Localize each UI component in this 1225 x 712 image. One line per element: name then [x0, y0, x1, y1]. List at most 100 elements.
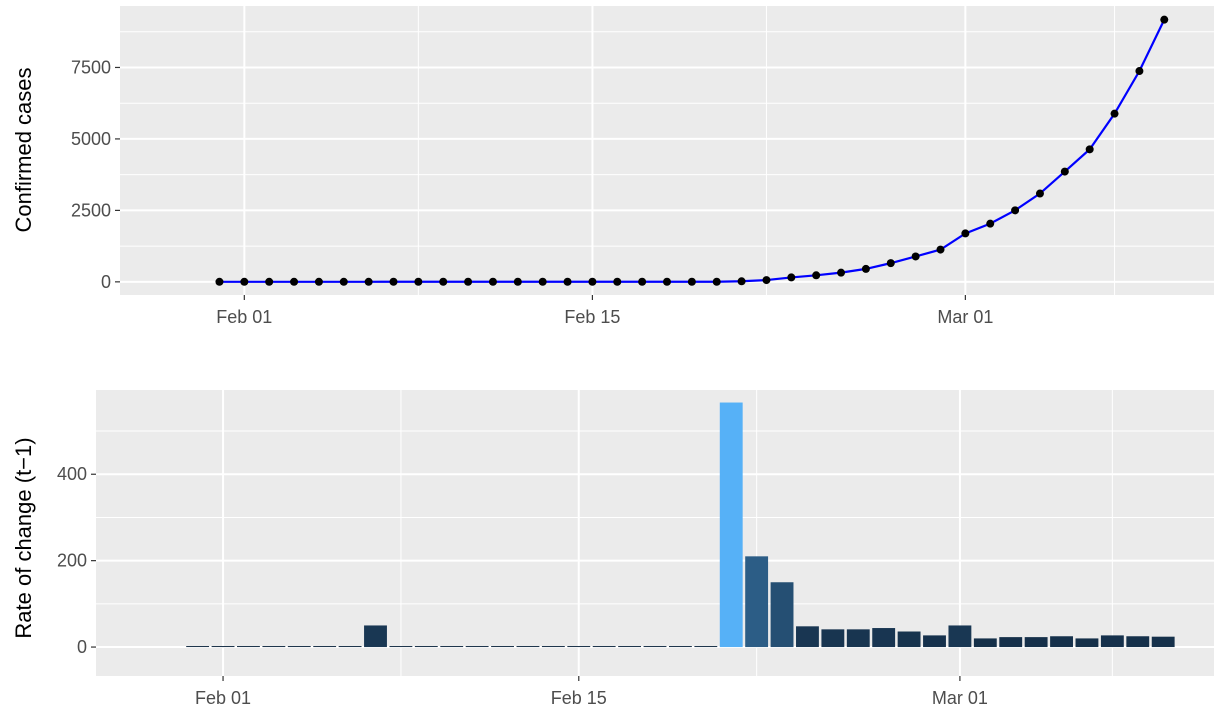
cases-y-tick-label: 2500 [71, 200, 111, 220]
cases-point [563, 277, 572, 286]
cases-point [812, 271, 821, 280]
rate-plot-background [96, 390, 1214, 676]
cases-point [1160, 15, 1169, 24]
cases-point [1110, 109, 1119, 118]
cases-y-tick-label: 7500 [71, 57, 111, 77]
rate-bar [567, 646, 591, 648]
rate-bar [745, 556, 769, 648]
cases-y-axis: 0 2500 5000 7500 [71, 57, 120, 292]
rate-x-tick-label: Mar 01 [932, 688, 988, 708]
cases-point [837, 268, 846, 277]
cases-point [886, 259, 895, 268]
cases-y-tick-label: 5000 [71, 129, 111, 149]
rate-bar [313, 646, 337, 648]
rate-bar [541, 646, 565, 648]
rate-y-tick-label: 400 [57, 464, 87, 484]
rate-bar [440, 646, 464, 648]
rate-bar [973, 638, 997, 648]
rate-x-tick-label: Feb 01 [195, 688, 251, 708]
cases-point [1135, 67, 1144, 76]
rate-bar [872, 628, 896, 648]
cases-point [762, 276, 771, 285]
cases-point [588, 277, 597, 286]
cases-y-tick-label: 0 [101, 272, 111, 292]
cases-point [861, 264, 870, 273]
cases-point [1085, 145, 1094, 154]
rate-bar [694, 646, 718, 648]
cases-plot-background [120, 6, 1214, 295]
rate-y-tick-label: 0 [77, 637, 87, 657]
rate-bar [592, 646, 616, 648]
rate-bar [923, 635, 946, 648]
cases-point [414, 277, 423, 286]
rate-x-tick-label: Feb 15 [551, 688, 607, 708]
rate-bar [186, 646, 210, 648]
cases-point [911, 252, 920, 261]
cases-point [737, 277, 746, 286]
rate-bar [770, 582, 794, 648]
cases-point [314, 277, 323, 286]
rate-x-axis: Feb 01 Feb 15 Mar 01 [195, 676, 988, 708]
rate-bar [897, 631, 921, 648]
cases-point [215, 277, 224, 286]
cases-point [638, 277, 647, 286]
cases-point [712, 277, 721, 286]
cases-point [687, 277, 696, 286]
cases-point [1060, 167, 1069, 176]
cases-point [787, 273, 796, 282]
cases-y-axis-title: Confirmed cases [11, 67, 36, 232]
rate-y-tick-label: 200 [57, 551, 87, 571]
rate-bar [1050, 636, 1073, 648]
rate-bar [821, 629, 845, 648]
rate-bar [1151, 636, 1175, 648]
rate-bar [846, 629, 870, 648]
cases-x-axis: Feb 01 Feb 15 Mar 01 [216, 295, 993, 327]
rate-y-axis-title: Rate of change (t−1) [11, 437, 36, 638]
rate-bar [338, 646, 362, 648]
rate-y-axis: 0 200 400 [57, 464, 96, 657]
rate-bar [516, 646, 540, 648]
cases-point [290, 277, 299, 286]
rate-bar [643, 646, 667, 648]
cases-point [936, 245, 945, 254]
cases-point [538, 277, 547, 286]
rate-bar [414, 646, 438, 648]
cases-point [663, 277, 671, 286]
cases-point [1011, 206, 1020, 215]
cases-point [513, 277, 522, 286]
cases-gridlines [120, 6, 1214, 295]
rate-bar [948, 625, 972, 648]
cases-point [265, 277, 274, 286]
rate-bar [389, 646, 413, 648]
rate-bar [262, 646, 286, 648]
rate-bar [491, 646, 514, 648]
rate-panel: 0 200 400 Feb 01 Feb 15 Mar 01 Rate of chang… [11, 390, 1214, 708]
rate-bar [999, 637, 1023, 648]
rate-bar [668, 646, 692, 648]
cases-point [339, 277, 348, 286]
cases-x-tick-label: Feb 15 [564, 307, 620, 327]
cases-point [464, 277, 473, 286]
rate-bar [1024, 637, 1048, 648]
rate-bar [237, 646, 260, 648]
cases-point [488, 277, 497, 286]
rate-bar [1126, 636, 1150, 648]
rate-bar [287, 646, 311, 648]
cases-point [1035, 189, 1044, 198]
rate-bar [1075, 638, 1099, 648]
cases-x-tick-label: Feb 01 [216, 307, 272, 327]
rate-bar [364, 625, 387, 648]
cases-point [961, 229, 970, 238]
rate-bar [465, 646, 489, 648]
cases-series [215, 15, 1169, 286]
rate-bar [618, 646, 642, 648]
cases-point [240, 277, 249, 286]
rate-bar [1100, 635, 1124, 648]
cases-point [613, 277, 622, 286]
rate-bar [796, 626, 819, 648]
cases-point [364, 277, 373, 286]
cases-point [389, 277, 398, 286]
cases-point [986, 219, 995, 228]
rate-bar [719, 402, 743, 648]
cases-point [439, 277, 448, 286]
